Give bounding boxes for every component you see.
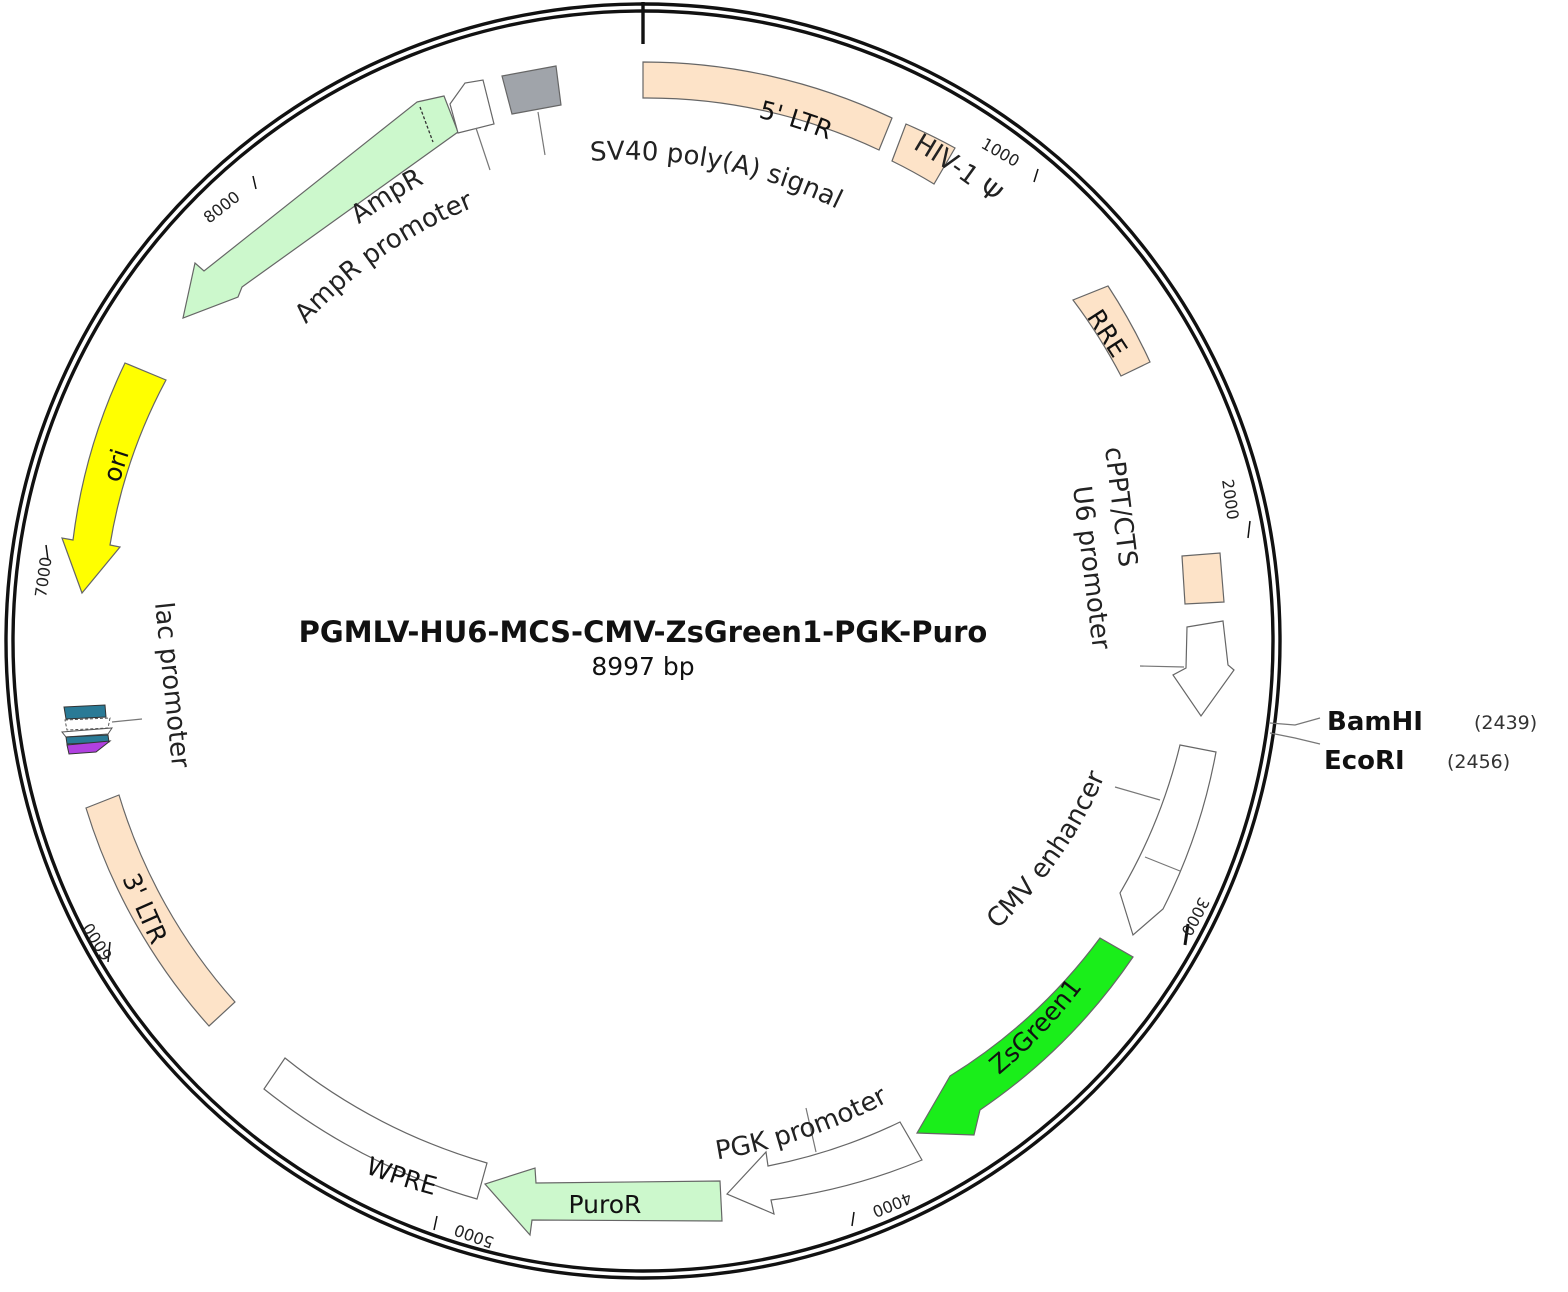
plasmid-name: PGMLV-HU6-MCS-CMV-ZsGreen1-PGK-Puro — [299, 615, 988, 649]
tick-2000: 2000 — [1218, 478, 1251, 539]
lac-operator-purple — [66, 740, 112, 755]
feature-cmv-enhancer-label: CMV enhancer — [981, 766, 1111, 934]
feature-puror-arrow — [483, 1167, 723, 1237]
ampr-promoter-boundary — [419, 106, 434, 143]
svg-text:5000: 5000 — [452, 1220, 497, 1252]
feature-ampr-arrow — [182, 95, 459, 319]
feature-zsgreen1[interactable]: ZsGreen1 — [915, 937, 1134, 1136]
feature-rre-shape — [1072, 285, 1151, 377]
svg-text:8000: 8000 — [200, 187, 244, 227]
svg-text:4000: 4000 — [870, 1188, 915, 1221]
feature-ori-arrow — [61, 362, 167, 595]
lac-promoter-arrow — [61, 727, 113, 738]
feature-sv40-polya-label: SV40 poly(A) signal — [589, 137, 847, 216]
plasmid-size: 8997 bp — [591, 652, 694, 681]
feature-rre[interactable]: RRE — [1072, 285, 1151, 377]
site-bamhi-name: BamHI — [1327, 707, 1423, 737]
restriction-sites: BamHI (2439) EcoRI (2456) — [1269, 707, 1537, 776]
feature-hiv1-psi-shape — [891, 123, 956, 185]
feature-lac-promoter-label: lac promoter — [148, 601, 195, 770]
feature-zsgreen1-arrow — [915, 937, 1134, 1136]
site-ecori-name: EcoRI — [1324, 746, 1405, 776]
feature-wpre[interactable]: WPRE — [263, 1057, 488, 1201]
feature-ori[interactable]: ori — [61, 362, 167, 595]
feature-cppt-cts-shape — [1181, 552, 1225, 605]
tick-6000: 6000 — [79, 919, 117, 964]
feature-ampr-promoter-arrow — [449, 79, 495, 134]
lac-operator-top — [63, 704, 107, 720]
site-bamhi-position: (2439) — [1474, 712, 1537, 734]
site-ecori[interactable]: EcoRI (2456) — [1324, 746, 1510, 776]
feature-ampr[interactable]: AmpR — [182, 95, 459, 319]
feature-cppt-cts[interactable]: cPPT/CTS — [1098, 445, 1225, 605]
feature-wpre-shape — [263, 1057, 488, 1200]
feature-cmv-enhancer[interactable]: CMV enhancer — [981, 744, 1217, 937]
svg-text:6000: 6000 — [79, 919, 117, 964]
feature-pgk-promoter[interactable]: PGK promoter — [713, 1081, 923, 1216]
feature-lac-promoter[interactable]: lac promoter — [61, 601, 195, 770]
feature-pgk-promoter-arrow — [725, 1121, 923, 1216]
feature-puror-label: PuroR — [569, 1190, 642, 1219]
site-bamhi[interactable]: BamHI (2439) — [1327, 707, 1537, 737]
feature-puror[interactable]: PuroR — [483, 1167, 723, 1237]
feature-3-ltr-shape — [85, 794, 236, 1027]
svg-text:1000: 1000 — [978, 134, 1023, 171]
feature-5-ltr[interactable]: 5' LTR — [642, 61, 893, 151]
feature-u6-promoter-arrow — [1172, 620, 1235, 718]
feature-sv40-polya-shape — [501, 65, 562, 115]
svg-text:7000: 7000 — [31, 556, 55, 599]
feature-cmv-enhancer-arrow — [1119, 744, 1217, 937]
feature-5-ltr-shape — [642, 61, 893, 151]
tick-7000: 7000 — [31, 544, 56, 599]
site-ecori-position: (2456) — [1447, 751, 1510, 773]
feature-3-ltr[interactable]: 3' LTR — [85, 794, 236, 1027]
svg-text:2000: 2000 — [1218, 478, 1242, 521]
